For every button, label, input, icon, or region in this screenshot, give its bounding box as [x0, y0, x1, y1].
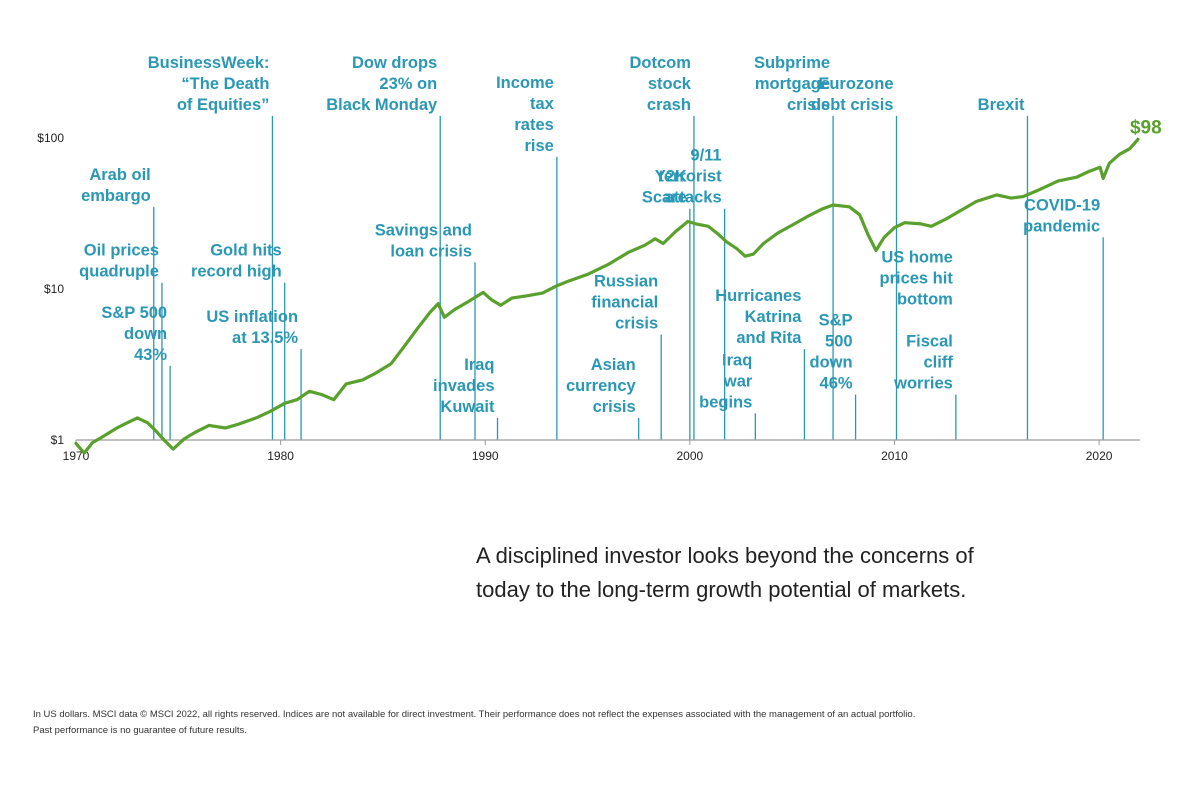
annotation-label: Y2K Scare — [642, 168, 687, 207]
annotation-label: Gold hits record high — [191, 242, 282, 281]
annotation-label: Asian currency crisis — [566, 356, 637, 416]
footnote: In US dollars. MSCI data © MSCI 2022, al… — [33, 707, 1153, 739]
annotation-label: US home prices hit bottom Fiscal cliff worrie… — [879, 249, 953, 393]
annotation-label: Oil prices quadruple — [79, 242, 159, 281]
series-line — [74, 137, 1140, 455]
end-value-label: $98 — [1130, 117, 1162, 138]
y-tick-label: $100 — [37, 131, 64, 145]
annotation-lines — [153, 115, 1104, 440]
y-tick-label: $1 — [51, 433, 65, 447]
annotation-label: 9/11 terrorist attacks — [658, 147, 722, 207]
annotation-label: Russian financial crisis — [591, 272, 658, 332]
annotation-label: Dow drops 23% on Black Monday — [326, 54, 438, 114]
footnote-line-2: Past performance is no guarantee of futu… — [33, 725, 247, 736]
annotation-label: S&P 500 down 43% — [101, 304, 167, 364]
annotation-label: Iraq invades Kuwait — [433, 356, 495, 416]
message-text: A disciplined investor looks beyond the … — [476, 543, 974, 602]
x-tick-label: 2010 — [881, 449, 908, 463]
annotation-label: Brexit — [978, 96, 1025, 114]
annotation-label: Iraq war begins — [699, 351, 753, 411]
growth-chart: 1970 1980 1990 2000 2010 2020$1$10$100 Arab o… — [37, 54, 1161, 463]
annotation-label: BusinessWeek: “The Death of Equities” — [148, 54, 270, 114]
annotation-label: Eurozone debt crisis — [811, 75, 894, 114]
annotation-labels: Arab oil embargo Oil prices quadruple S&P 50… — [79, 54, 1161, 416]
footnote-line-1: In US dollars. MSCI data © MSCI 2022, al… — [33, 709, 916, 720]
x-tick-label: 2000 — [676, 449, 703, 463]
series-layer — [74, 137, 1140, 455]
annotation-label: COVID-19 pandemic — [1023, 196, 1100, 235]
annotation-label: Dotcom stock crash — [630, 54, 692, 114]
annotation-label: Hurricanes Katrina and Rita — [715, 287, 802, 347]
x-tick-label: 1980 — [267, 449, 294, 463]
annotation-label: Subprime mortgage crisis — [754, 54, 830, 114]
annotation-label: Arab oil embargo — [81, 166, 151, 205]
x-tick-label: 1990 — [472, 449, 499, 463]
chart-axes: 1970 1980 1990 2000 2010 2020$1$10$100 — [37, 131, 1140, 463]
annotation-label: Savings and loan crisis — [375, 221, 472, 260]
y-tick-label: $10 — [44, 282, 64, 296]
annotation-label: Income tax rates rise — [496, 74, 555, 155]
annotation-label: US inflation at 13.5% — [206, 308, 298, 347]
x-tick-label: 2020 — [1086, 449, 1113, 463]
annotation-label: S&P 500 down 46% — [810, 312, 853, 393]
